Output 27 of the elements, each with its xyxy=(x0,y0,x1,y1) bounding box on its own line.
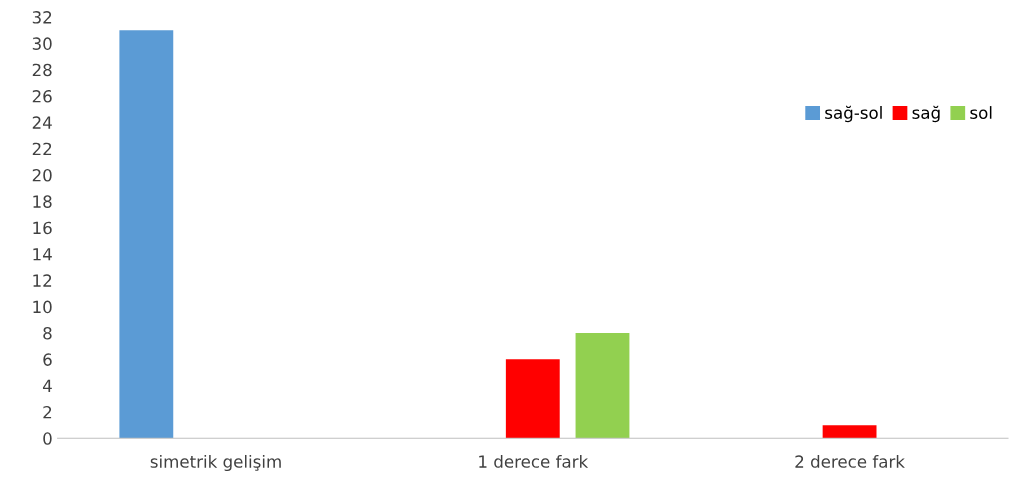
y-tick-label: 12 xyxy=(33,274,52,287)
y-tick-label: 28 xyxy=(32,63,52,77)
y-tick-label: 14 xyxy=(33,248,52,261)
y-tick-label: 16 xyxy=(33,221,52,235)
y-tick-label: 20 xyxy=(32,168,52,182)
legend-label: sağ xyxy=(912,105,940,123)
bar xyxy=(822,425,877,439)
x-tick-label: 1 derece fark xyxy=(479,454,589,468)
y-tick-label: 0 xyxy=(43,432,52,445)
legend-label: sağ-sol xyxy=(825,105,882,123)
y-tick-label: 24 xyxy=(32,116,52,129)
bar xyxy=(119,30,174,439)
y-tick-label: 26 xyxy=(32,89,52,103)
y-tick-label: 18 xyxy=(33,195,52,208)
y-tick-label: 30 xyxy=(32,37,52,50)
x-tick-label: 2 derece fark xyxy=(795,454,905,468)
y-tick-label: 4 xyxy=(42,379,52,392)
y-tick-label: 22 xyxy=(32,142,52,156)
y-tick-label: 10 xyxy=(33,300,52,314)
y-tick-label: 8 xyxy=(43,326,52,340)
bar xyxy=(575,332,630,439)
legend-label: sol xyxy=(970,106,992,119)
y-tick-label: 6 xyxy=(43,353,52,366)
y-tick-label: 2 xyxy=(43,405,52,419)
x-tick-label: simetrik gelişim xyxy=(150,454,281,472)
bar xyxy=(505,359,560,439)
y-tick-label: 32 xyxy=(32,11,52,24)
